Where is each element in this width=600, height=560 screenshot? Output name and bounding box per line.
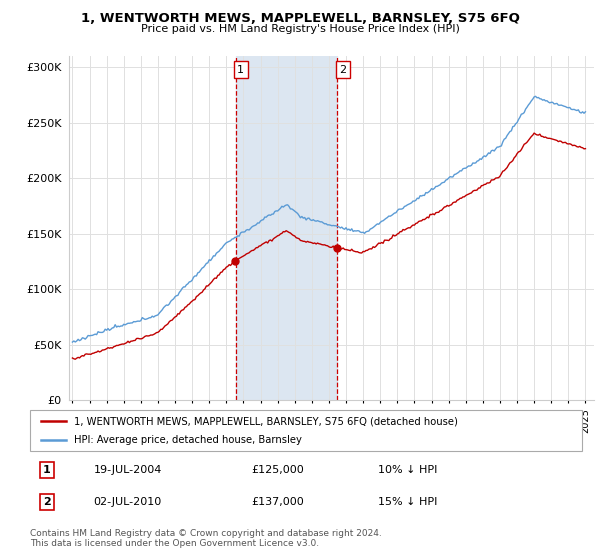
Text: 1: 1 [43, 465, 50, 475]
Text: 1, WENTWORTH MEWS, MAPPLEWELL, BARNSLEY, S75 6FQ: 1, WENTWORTH MEWS, MAPPLEWELL, BARNSLEY,… [80, 12, 520, 25]
Text: 19-JUL-2004: 19-JUL-2004 [94, 465, 162, 475]
Text: 2: 2 [339, 64, 346, 74]
Text: 10% ↓ HPI: 10% ↓ HPI [378, 465, 437, 475]
Text: Price paid vs. HM Land Registry's House Price Index (HPI): Price paid vs. HM Land Registry's House … [140, 24, 460, 34]
Text: £137,000: £137,000 [251, 497, 304, 507]
Text: HPI: Average price, detached house, Barnsley: HPI: Average price, detached house, Barn… [74, 435, 302, 445]
Bar [236, 56, 337, 400]
Text: £125,000: £125,000 [251, 465, 304, 475]
Text: 1: 1 [237, 64, 244, 74]
Text: 2: 2 [43, 497, 50, 507]
Text: 1, WENTWORTH MEWS, MAPPLEWELL, BARNSLEY, S75 6FQ (detached house): 1, WENTWORTH MEWS, MAPPLEWELL, BARNSLEY,… [74, 417, 458, 426]
Text: 02-JUL-2010: 02-JUL-2010 [94, 497, 162, 507]
Text: 15% ↓ HPI: 15% ↓ HPI [378, 497, 437, 507]
FancyBboxPatch shape [30, 410, 582, 451]
Text: Contains HM Land Registry data © Crown copyright and database right 2024.
This d: Contains HM Land Registry data © Crown c… [30, 529, 382, 548]
